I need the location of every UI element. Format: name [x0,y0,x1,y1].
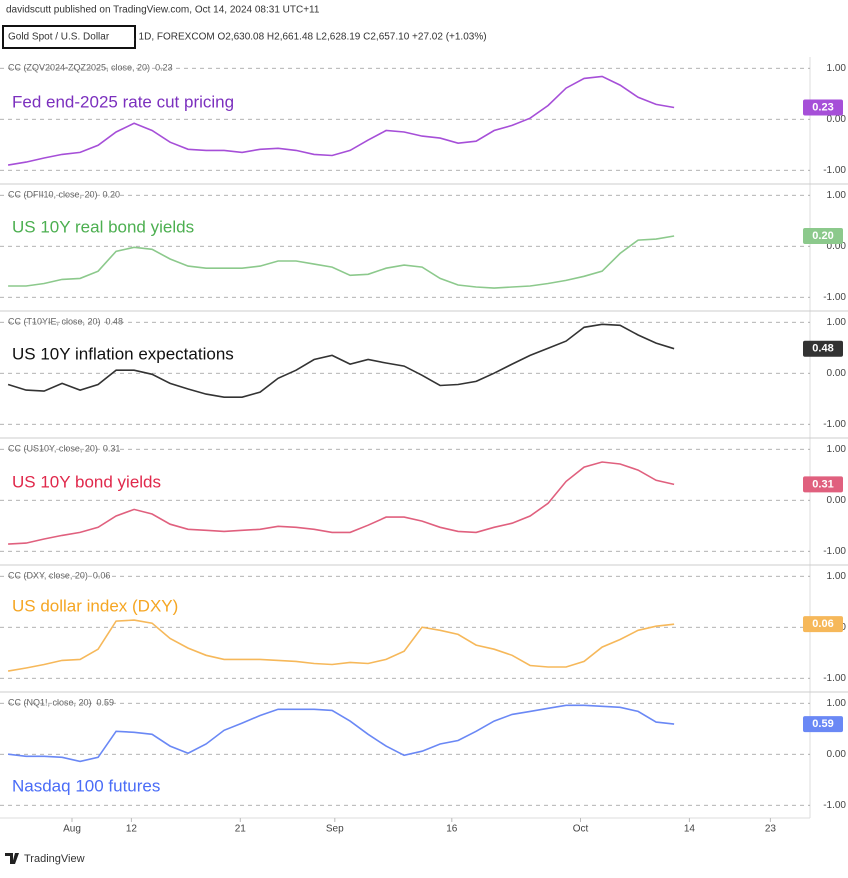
price-tag [803,616,843,633]
price-tag [803,99,843,116]
correlation-line [8,704,675,763]
y-tick-label: 0.00 [827,495,847,506]
x-tick-label: Oct [573,824,589,835]
logo [5,853,19,864]
indicator-title: CC (NQ1!, close, 20) [8,697,92,707]
symbol: Gold Spot / U.S. Dollar [8,32,110,43]
x-tick-label: 12 [126,824,138,835]
panel-annotation: US 10Y inflation expectations [12,344,234,363]
panel-annotation: US dollar index (DXY) [12,596,178,615]
indicator-value: 0.59 [97,697,115,707]
y-tick-label: -1.00 [823,800,846,811]
y-tick-label: -1.00 [823,419,846,430]
y-tick-label: -1.00 [823,673,846,684]
price-tag [803,340,843,357]
price-tag [803,476,843,493]
correlation-line [8,235,675,289]
x-tick-label: Sep [326,824,344,835]
y-tick-label: 1.00 [827,444,847,455]
y-tick-label: 0.00 [827,368,847,379]
price-tag-label: 0.20 [812,230,833,242]
x-tick-label: 21 [235,824,247,835]
price-tag-label: 0.23 [812,101,833,113]
price-tag-label: 0.31 [812,478,833,490]
panel-annotation: Fed end-2025 rate cut pricing [12,92,234,111]
correlation-line [7,323,675,398]
price-tag-label: 0.48 [812,343,833,355]
y-tick-label: 0.00 [827,241,847,252]
indicator-value: 0.23 [155,62,173,72]
panel-annotation: Nasdaq 100 futures [12,776,160,795]
footer-brand: TradingView [24,853,85,865]
indicator-title: CC (T10YIE, close, 20) [8,316,101,326]
symbol-box [2,25,136,49]
price-tag [803,716,843,733]
correlation-line [8,461,675,545]
symbol-details: , 1D, FOREXCOM O2,630.08 H2,661.48 L2,62… [133,32,487,43]
indicator-value: 0.48 [106,316,124,326]
indicator-value: 0.31 [103,443,121,453]
panel-annotation: US 10Y real bond yields [12,217,194,236]
x-tick-label: 23 [765,824,777,835]
y-tick-label: 0.00 [827,749,847,760]
correlation-line [7,619,675,672]
x-tick-label: 16 [446,824,458,835]
price-tag-label: 0.59 [812,718,833,730]
y-tick-label: 1.00 [827,317,847,328]
indicator-value: 0.20 [103,189,121,199]
price-tag [803,228,843,245]
y-tick-label: 1.00 [827,571,847,582]
y-tick-label: -1.00 [823,292,846,303]
x-tick-label: Aug [63,824,81,835]
y-tick-label: 1.00 [827,190,847,201]
correlation-line [7,75,675,166]
indicator-title: CC (DXY, close, 20) [8,570,88,580]
price-tag-label: 0.06 [812,618,833,630]
y-tick-label: 1.00 [827,63,847,74]
y-tick-label: -1.00 [823,546,846,557]
y-tick-label: 1.00 [827,698,847,709]
y-tick-label: -1.00 [823,165,846,176]
indicator-title: CC (US10Y, close, 20) [8,443,98,453]
indicator-title: CC (ZQV2024-ZQZ2025, close, 20) [8,62,150,72]
x-tick-label: 14 [684,824,696,835]
indicator-title: CC (DFII10, close, 20) [8,189,98,199]
y-tick-label: 0.00 [827,114,847,125]
published-line: davidscutt published on TradingView.com,… [6,5,320,16]
indicator-value: 0.06 [93,570,111,580]
panel-annotation: US 10Y bond yields [12,472,161,491]
